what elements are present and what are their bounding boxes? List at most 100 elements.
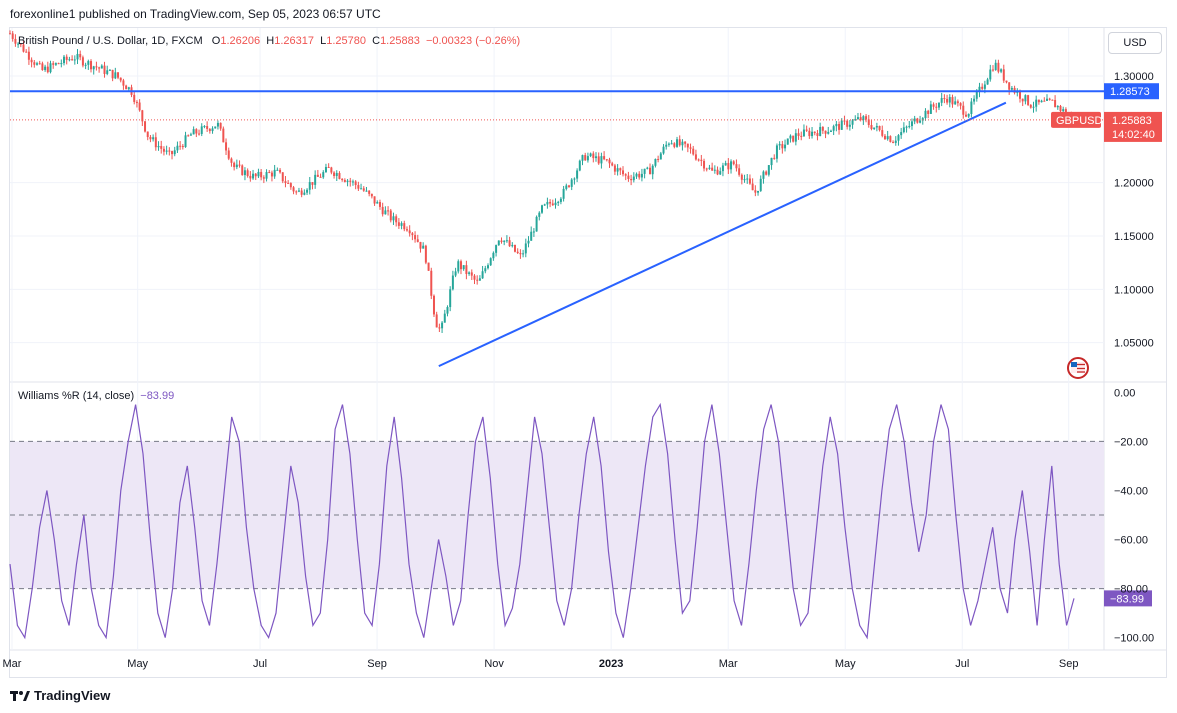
candle-body bbox=[632, 176, 635, 181]
last-price-label: 1.25883 bbox=[1112, 115, 1152, 127]
candle-body bbox=[378, 202, 381, 207]
us-flag-icon bbox=[1071, 362, 1085, 373]
candle-body bbox=[865, 116, 868, 120]
candle-body bbox=[767, 165, 770, 175]
candle-body bbox=[883, 135, 886, 140]
candle-body bbox=[516, 251, 519, 253]
candle-body bbox=[241, 165, 244, 176]
open-value: 1.26206 bbox=[220, 35, 261, 47]
candle-body bbox=[1043, 100, 1046, 102]
currency-button[interactable]: USD bbox=[1108, 32, 1162, 54]
candle-body bbox=[1056, 105, 1059, 108]
candle-body bbox=[667, 143, 670, 145]
candle-body bbox=[827, 131, 830, 134]
candle-body bbox=[519, 252, 522, 255]
candle-body bbox=[295, 191, 298, 193]
candle-body bbox=[76, 53, 79, 60]
candle-body bbox=[52, 63, 55, 65]
candle-body bbox=[846, 120, 849, 127]
candle-body bbox=[162, 148, 165, 152]
candle-body bbox=[700, 159, 703, 161]
candle-body bbox=[327, 166, 330, 168]
candle-body bbox=[538, 212, 541, 217]
candle-body bbox=[252, 173, 255, 179]
candle-body bbox=[878, 125, 881, 131]
candle-body bbox=[913, 118, 916, 122]
candle-body bbox=[168, 150, 171, 152]
candle-body bbox=[557, 201, 560, 203]
candle-body bbox=[81, 57, 84, 66]
candle-body bbox=[273, 169, 276, 177]
candle-body bbox=[65, 56, 68, 60]
candle-body bbox=[279, 169, 282, 173]
candle-body bbox=[343, 180, 346, 182]
williams-r-plot: −83.99 bbox=[9, 402, 1152, 640]
candle-body bbox=[430, 270, 433, 296]
candle-body bbox=[41, 63, 44, 71]
candle-body bbox=[508, 240, 511, 247]
wr-value-tag: −83.99 bbox=[1110, 593, 1144, 605]
candle-body bbox=[662, 146, 665, 154]
candle-body bbox=[697, 159, 700, 161]
candle-body bbox=[392, 216, 395, 221]
support-trendline bbox=[438, 101, 1007, 368]
candle-body bbox=[902, 127, 905, 133]
candle-body bbox=[746, 178, 749, 180]
candle-body bbox=[565, 185, 568, 189]
symbol-tag: GBPUSD bbox=[1056, 115, 1103, 127]
candle-body bbox=[468, 272, 471, 274]
candle-body bbox=[932, 104, 935, 107]
candle-body bbox=[862, 116, 865, 120]
candle-body bbox=[1008, 82, 1011, 90]
candle-body bbox=[773, 157, 776, 159]
candle-body bbox=[678, 139, 681, 146]
candle-body bbox=[25, 51, 28, 53]
candle-body bbox=[873, 127, 876, 130]
candle-body bbox=[784, 144, 787, 149]
candle-body bbox=[546, 201, 549, 205]
candle-body bbox=[897, 135, 900, 141]
candle-body bbox=[238, 164, 241, 166]
candle-body bbox=[940, 98, 943, 103]
candle-body bbox=[149, 137, 152, 140]
candle-body bbox=[473, 275, 476, 280]
candle-body bbox=[246, 170, 249, 176]
candle-body bbox=[459, 261, 462, 270]
candle-body bbox=[117, 72, 120, 78]
candle-body bbox=[297, 190, 300, 192]
candle-body bbox=[152, 137, 155, 140]
candle-body bbox=[584, 155, 587, 161]
candle-body bbox=[719, 171, 722, 175]
candle-body bbox=[819, 126, 822, 136]
candle-body bbox=[206, 126, 209, 129]
candle-body bbox=[235, 164, 238, 168]
candle-body bbox=[446, 307, 449, 314]
wr-band bbox=[10, 440, 1104, 590]
candle-body bbox=[800, 135, 803, 137]
price-tick-label: 1.15000 bbox=[1114, 231, 1154, 243]
candle-body bbox=[881, 130, 884, 136]
symbol-tag-bg bbox=[1051, 111, 1101, 128]
candle-body bbox=[306, 189, 309, 193]
tradingview-footer[interactable]: TradingView bbox=[10, 688, 110, 703]
candle-body bbox=[484, 268, 487, 272]
candle-body bbox=[854, 119, 857, 121]
candle-body bbox=[262, 177, 265, 179]
candle-body bbox=[794, 133, 797, 142]
tradingview-logo-icon bbox=[10, 690, 30, 701]
candle-body bbox=[829, 130, 832, 132]
candle-body bbox=[708, 167, 711, 169]
time-tick-label: Sep bbox=[1059, 658, 1079, 670]
candle-body bbox=[889, 136, 892, 142]
candle-body bbox=[732, 161, 735, 165]
candle-body bbox=[530, 231, 533, 241]
candle-body bbox=[967, 113, 970, 117]
candle-body bbox=[141, 110, 144, 122]
candle-body bbox=[910, 121, 913, 127]
candle-body bbox=[22, 44, 25, 52]
candle-body bbox=[181, 145, 184, 148]
candle-body bbox=[470, 272, 473, 276]
high-value: 1.26317 bbox=[274, 35, 314, 47]
candle-body bbox=[360, 188, 363, 190]
